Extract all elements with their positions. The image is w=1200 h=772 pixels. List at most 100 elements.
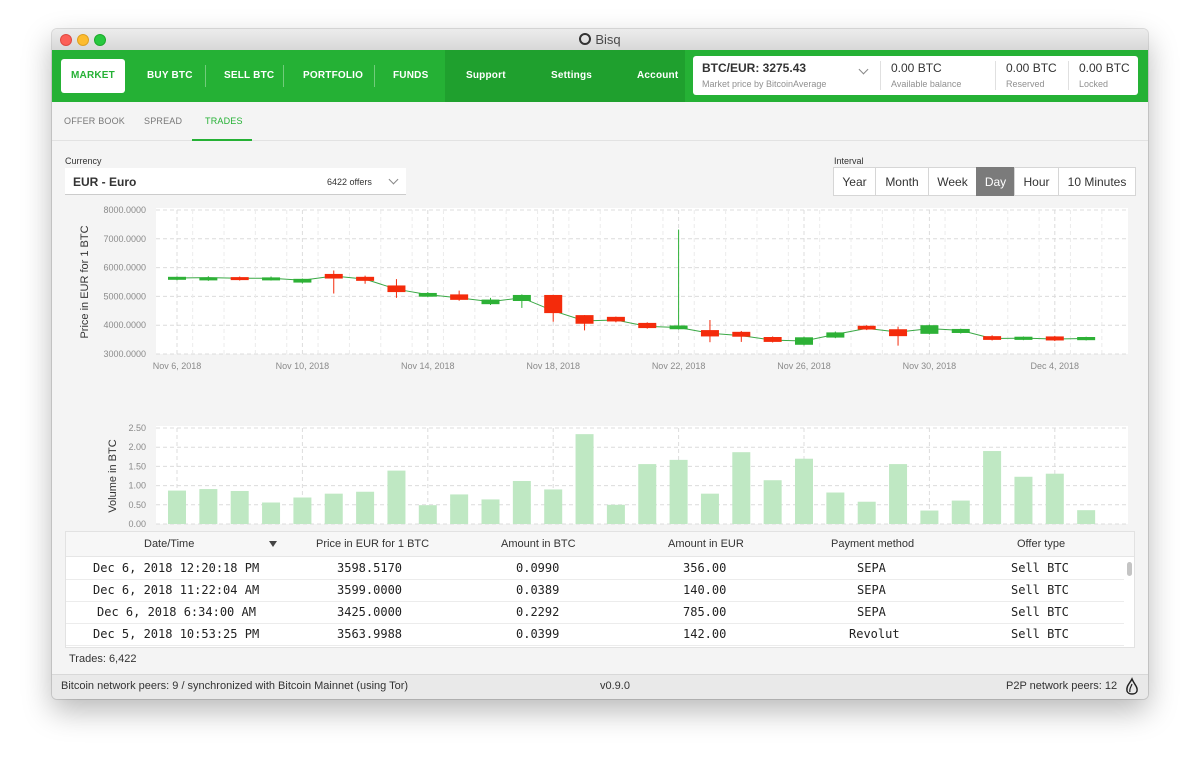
candle-body: [763, 337, 782, 342]
volume-bar: [481, 499, 500, 524]
market-price-value: BTC/EUR: 3275.43: [702, 61, 807, 75]
volume-bar: [544, 489, 563, 524]
table-row[interactable]: Dec 6, 2018 12:20:18 PM 3598.5170 0.0990…: [66, 557, 1124, 580]
interval-10-minutes-button[interactable]: 10 Minutes: [1058, 167, 1136, 196]
bisq-logo-icon: [579, 33, 592, 45]
window-title-text: Bisq: [595, 32, 621, 47]
candle-body: [1045, 336, 1064, 341]
volume-bar: [168, 490, 186, 524]
tor-onion-icon[interactable]: [1125, 677, 1139, 697]
cell-amount-eur: 140.00: [683, 583, 727, 597]
volume-bar: [983, 451, 1002, 524]
candle-body: [450, 294, 469, 300]
interval-day-button[interactable]: Day: [976, 167, 1015, 196]
price-y-tick-label: 3000.0000: [103, 349, 146, 359]
sort-descending-icon[interactable]: [269, 541, 277, 547]
market-price-selector[interactable]: BTC/EUR: 3275.43 Market price by Bitcoin…: [702, 56, 872, 95]
col-header-amount-eur[interactable]: Amount in EUR: [668, 538, 744, 550]
candle-body: [795, 337, 813, 345]
cell-price: 3425.0000: [337, 605, 403, 619]
cell-amount-btc: 0.0389: [516, 583, 560, 597]
candle-body: [826, 332, 845, 338]
interval-month-button[interactable]: Month: [875, 167, 929, 196]
candle-body: [356, 276, 375, 281]
price-y-tick-label: 6000.0000: [103, 263, 146, 273]
cell-amount-btc: 0.0399: [516, 627, 560, 641]
cell-payment-method: SEPA: [857, 561, 886, 575]
market-price-provider: Market price by BitcoinAverage: [702, 79, 827, 89]
nav-support[interactable]: Support: [466, 70, 506, 81]
cell-price: 3598.5170: [337, 561, 403, 575]
balance-divider: [995, 61, 996, 90]
nav-market[interactable]: MARKET: [61, 59, 125, 93]
charts-area: 8000.0000 7000.0000 6000.0000 5000.0000 4000…: [79, 205, 1128, 527]
volume-bar: [669, 459, 688, 524]
volume-bar: [575, 434, 594, 524]
volume-bar: [795, 458, 813, 524]
window-title: Bisq: [52, 32, 1148, 47]
locked-balance: 0.00 BTC Locked: [1079, 56, 1137, 95]
nav-settings[interactable]: Settings: [551, 70, 593, 81]
candle-body: [920, 325, 939, 334]
table-header: Date/Time Price in EUR for 1 BTC Amount …: [66, 532, 1134, 557]
cell-payment-method: SEPA: [857, 605, 886, 619]
tab-spread[interactable]: SPREAD: [144, 116, 183, 126]
available-balance-label: Available balance: [891, 79, 962, 89]
active-tab-indicator: [192, 139, 252, 141]
interval-week-button[interactable]: Week: [928, 167, 977, 196]
price-x-tick-label: Nov 26, 2018: [777, 361, 831, 371]
reserved-balance-label: Reserved: [1006, 79, 1045, 89]
volume-bar: [199, 489, 218, 524]
chevron-down-icon: [388, 174, 399, 185]
volume-bar: [324, 493, 343, 524]
main-nav: MARKET BUY BTC SELL BTC PORTFOLIO FUNDS …: [52, 50, 1148, 102]
table-scrollbar[interactable]: [1127, 562, 1132, 576]
nav-account[interactable]: Account: [637, 70, 679, 81]
available-balance: 0.00 BTC Available balance: [891, 56, 991, 95]
volume-bar: [293, 497, 312, 524]
volume-y-tick-label: 1.50: [128, 461, 146, 471]
minimize-window-button[interactable]: [77, 34, 89, 46]
cell-price: 3563.9988: [337, 627, 403, 641]
interval-hour-button[interactable]: Hour: [1014, 167, 1059, 196]
chevron-down-icon: [858, 64, 869, 75]
candle-body: [387, 285, 406, 293]
table-row[interactable]: Dec 6, 2018 11:22:04 AM 3599.0000 0.0389…: [66, 579, 1124, 602]
col-header-amount-btc[interactable]: Amount in BTC: [501, 538, 576, 550]
balance-box: BTC/EUR: 3275.43 Market price by Bitcoin…: [693, 56, 1138, 95]
nav-separator: [205, 65, 206, 87]
nav-buy-btc[interactable]: BUY BTC: [147, 70, 193, 81]
price-x-tick-label: Dec 4, 2018: [1031, 361, 1080, 371]
col-header-offer-type[interactable]: Offer type: [1017, 538, 1066, 550]
volume-y-tick-label: 0.00: [128, 519, 146, 527]
tab-trades[interactable]: TRADES: [205, 116, 243, 126]
nav-portfolio[interactable]: PORTFOLIO: [303, 70, 364, 81]
price-x-tick-label: Nov 22, 2018: [652, 361, 706, 371]
table-row[interactable]: Dec 6, 2018 6:34:00 AM 3425.0000 0.2292 …: [66, 601, 1124, 624]
trades-count: Trades: 6,422: [69, 653, 137, 665]
nav-separator: [283, 65, 284, 87]
cell-offer-type: Sell BTC: [1011, 627, 1069, 641]
table-row[interactable]: Dec 5, 2018 10:53:25 PM 3563.9988 0.0399…: [66, 623, 1124, 646]
locked-balance-label: Locked: [1079, 79, 1109, 89]
currency-offer-count: 6422 offers: [327, 177, 372, 187]
currency-select[interactable]: EUR - Euro 6422 offers: [65, 168, 406, 195]
col-header-date[interactable]: Date/Time: [144, 538, 195, 550]
candle-body: [951, 328, 970, 333]
nav-sell-btc[interactable]: SELL BTC: [224, 70, 275, 81]
candle-body: [638, 322, 657, 329]
nav-funds[interactable]: FUNDS: [393, 70, 429, 81]
market-subtabs: OFFER BOOK SPREAD TRADES: [52, 102, 1148, 141]
candle-body: [199, 277, 218, 281]
interval-year-button[interactable]: Year: [833, 167, 876, 196]
price-y-tick-label: 8000.0000: [103, 205, 146, 215]
col-header-price[interactable]: Price in EUR for 1 BTC: [316, 538, 430, 550]
cell-amount-btc: 0.2292: [516, 605, 560, 619]
close-window-button[interactable]: [60, 34, 72, 46]
tab-offer-book[interactable]: OFFER BOOK: [64, 116, 126, 126]
maximize-window-button[interactable]: [94, 34, 106, 46]
currency-label: Currency: [65, 156, 102, 166]
col-header-payment-method[interactable]: Payment method: [831, 538, 915, 550]
volume-bar: [951, 500, 970, 524]
